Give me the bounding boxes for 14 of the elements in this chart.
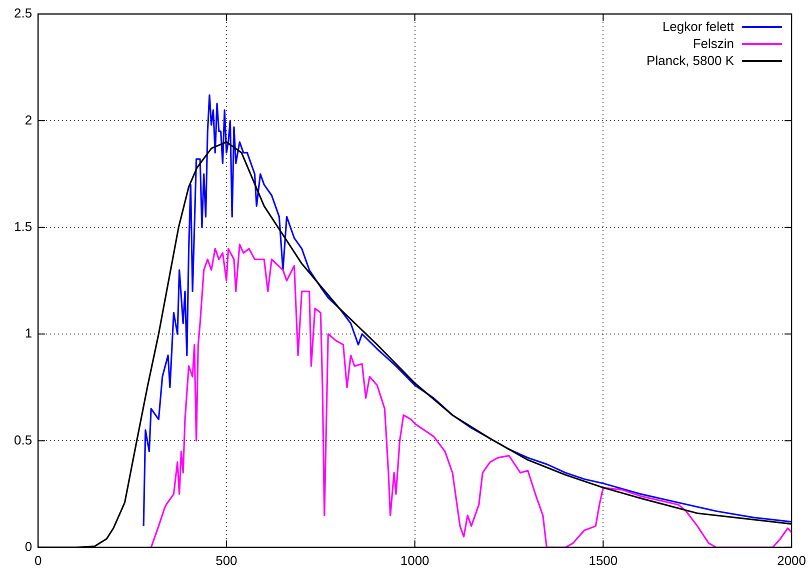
- y-tick-label: 2.5: [14, 6, 32, 21]
- legend-label: Planck, 5800 K: [646, 52, 734, 69]
- x-tick-label: 0: [34, 552, 42, 568]
- x-tick-label: 1500: [588, 552, 618, 568]
- y-tick-label: 1.5: [14, 218, 32, 234]
- x-tick-label: 2000: [777, 552, 806, 568]
- legend-label: Felszin: [692, 35, 734, 52]
- y-tick-label: 0: [24, 538, 32, 554]
- x-tick-label: 1000: [400, 552, 430, 568]
- y-tick-label: 2: [24, 112, 32, 128]
- y-tick-label: 0.5: [14, 432, 32, 448]
- legend-label: Legkor felett: [662, 18, 734, 35]
- x-tick-label: 500: [216, 552, 238, 568]
- y-tick-label: 1: [24, 326, 32, 341]
